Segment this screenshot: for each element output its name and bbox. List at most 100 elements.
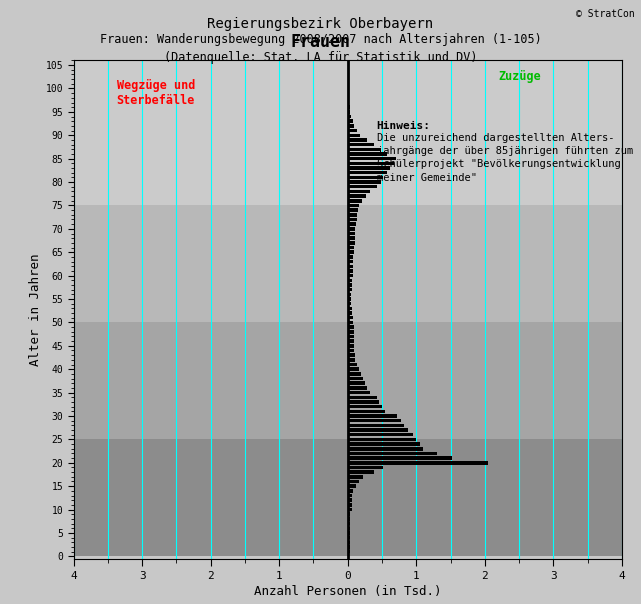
Bar [347, 194, 365, 198]
Bar [347, 227, 355, 231]
Text: Regierungsbezirk Oberbayern: Regierungsbezirk Oberbayern [208, 17, 433, 31]
Bar [347, 353, 354, 357]
Bar [347, 292, 351, 296]
Bar [347, 143, 374, 146]
Bar [347, 208, 358, 212]
Bar [347, 410, 385, 413]
Bar [347, 297, 351, 301]
Bar [347, 176, 383, 179]
Bar [347, 316, 353, 320]
Bar [347, 471, 374, 474]
Bar [347, 461, 488, 464]
Text: Die unzureichend dargestellten Alters-
jahrgänge der über 85jährigen führten zum: Die unzureichend dargestellten Alters- j… [376, 133, 633, 182]
Bar [347, 307, 352, 310]
Bar [347, 382, 365, 385]
Bar [347, 217, 356, 221]
Bar [347, 541, 351, 544]
Bar [74, 60, 622, 205]
Bar [347, 475, 363, 478]
Bar [347, 527, 351, 530]
Text: (Datenquelle: Stat. LA für Statistik und DV): (Datenquelle: Stat. LA für Statistik und… [163, 51, 478, 64]
Bar [347, 457, 452, 460]
Bar [347, 185, 376, 188]
Bar [347, 447, 423, 451]
Bar [347, 442, 420, 446]
Bar [347, 147, 381, 151]
Bar [347, 377, 363, 381]
Bar [347, 433, 413, 437]
Bar [347, 339, 354, 343]
Bar [347, 246, 354, 249]
Y-axis label: Alter in Jahren: Alter in Jahren [28, 253, 42, 366]
Bar [347, 372, 362, 376]
Bar [347, 405, 382, 408]
Bar [347, 335, 354, 338]
Bar [347, 414, 397, 418]
Bar [347, 396, 376, 399]
Bar [347, 484, 356, 488]
Bar [347, 498, 352, 502]
Bar [347, 236, 354, 240]
Bar [347, 391, 370, 394]
Bar [347, 166, 390, 170]
Bar [347, 508, 352, 512]
Bar [347, 358, 355, 362]
Bar [347, 531, 351, 535]
Bar [347, 489, 353, 493]
Bar [347, 101, 349, 104]
Bar [347, 269, 353, 272]
Bar [347, 133, 360, 137]
Bar [347, 106, 350, 109]
Bar [347, 288, 352, 291]
Bar [347, 274, 353, 277]
Bar [347, 241, 354, 245]
Bar [347, 222, 356, 226]
Text: Hinweis:: Hinweis: [376, 121, 431, 131]
Bar [347, 326, 354, 329]
Bar [347, 330, 354, 333]
Text: Zuzüge: Zuzüge [499, 69, 541, 83]
Bar [347, 91, 349, 95]
Bar [347, 386, 367, 390]
Bar [347, 302, 351, 306]
Bar [347, 466, 383, 469]
Bar [347, 283, 352, 287]
Bar [347, 536, 351, 539]
Bar [347, 428, 408, 432]
Bar [347, 438, 416, 441]
Bar [347, 321, 353, 324]
Bar [347, 545, 351, 549]
Bar [347, 129, 356, 132]
Bar [347, 363, 356, 366]
Bar [347, 138, 367, 142]
Bar [74, 205, 622, 323]
Bar [347, 199, 362, 202]
Bar [347, 181, 381, 184]
Bar [347, 124, 354, 127]
Bar [347, 260, 353, 263]
Bar [347, 213, 357, 217]
Bar [347, 255, 353, 259]
Bar [347, 157, 395, 161]
Bar [347, 400, 379, 403]
Bar [347, 344, 354, 347]
Bar [347, 265, 353, 268]
Bar [347, 480, 359, 483]
Bar [347, 204, 360, 207]
Bar [347, 115, 351, 118]
Bar [347, 171, 387, 175]
Bar [347, 550, 351, 553]
Bar [347, 162, 394, 165]
Bar [347, 82, 349, 86]
Bar [347, 96, 349, 100]
Bar [347, 513, 351, 516]
Bar [347, 452, 437, 455]
Bar [347, 152, 387, 156]
X-axis label: Anzahl Personen (in Tsd.): Anzahl Personen (in Tsd.) [254, 585, 442, 598]
Bar [347, 367, 359, 371]
Text: Frauen: Wanderungsbewegung 2008/2007 nach Altersjahren (1-105): Frauen: Wanderungsbewegung 2008/2007 nac… [99, 33, 542, 47]
Bar [347, 232, 355, 236]
Bar [347, 110, 351, 114]
Bar [347, 517, 351, 521]
Bar [347, 419, 401, 422]
